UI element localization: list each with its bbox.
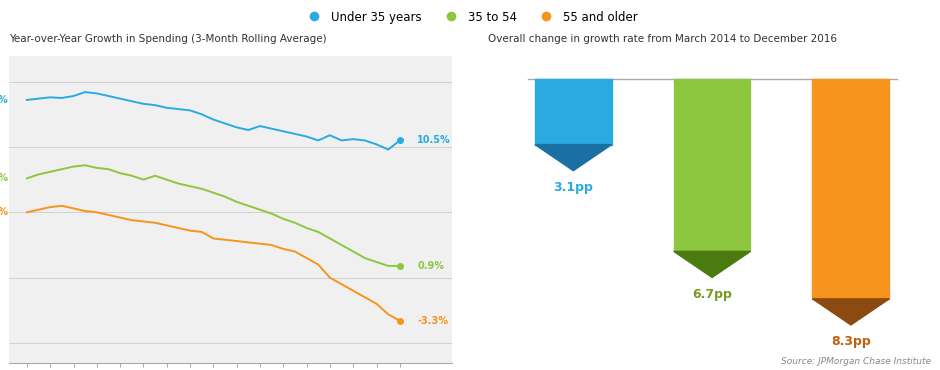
- Bar: [674, 79, 750, 251]
- Polygon shape: [535, 145, 612, 171]
- Text: 7.6%: 7.6%: [0, 173, 8, 184]
- Text: Year-over-Year Growth in Spending (3-Month Rolling Average): Year-over-Year Growth in Spending (3-Mon…: [9, 34, 327, 44]
- Text: 13.6%: 13.6%: [0, 95, 8, 105]
- Text: Source: JPMorgan Chase Institute: Source: JPMorgan Chase Institute: [780, 357, 931, 366]
- Text: 3.1pp: 3.1pp: [554, 181, 593, 194]
- Polygon shape: [674, 251, 750, 278]
- Text: 0.9%: 0.9%: [417, 261, 445, 271]
- Text: 10.5%: 10.5%: [417, 135, 451, 145]
- Bar: [535, 79, 612, 145]
- Text: 5.0%: 5.0%: [0, 207, 8, 217]
- Legend: Under 35 years, 35 to 54, 55 and older: Under 35 years, 35 to 54, 55 and older: [298, 6, 642, 28]
- Text: -3.3%: -3.3%: [417, 316, 448, 326]
- Bar: [812, 79, 889, 299]
- Text: 6.7pp: 6.7pp: [692, 287, 732, 300]
- Polygon shape: [812, 299, 889, 325]
- Text: Overall change in growth rate from March 2014 to December 2016: Overall change in growth rate from March…: [488, 34, 837, 44]
- Text: 8.3pp: 8.3pp: [831, 335, 870, 348]
